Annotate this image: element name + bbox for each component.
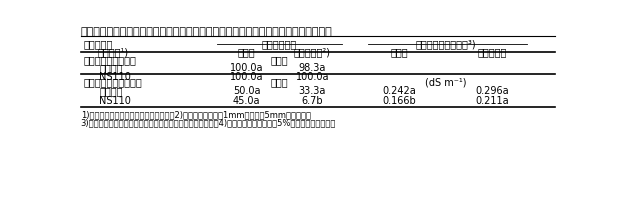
Text: 98.3a: 98.3a (299, 63, 326, 73)
Text: (dS m⁻¹): (dS m⁻¹) (425, 77, 466, 87)
Text: 100.0a: 100.0a (229, 72, 264, 82)
Text: セシリア: セシリア (99, 63, 123, 73)
Text: 0.166b: 0.166b (383, 96, 416, 106)
Text: 0.211a: 0.211a (476, 96, 509, 106)
Text: 100.0a: 100.0a (229, 63, 264, 73)
Text: 無冠水区（対照区）: 無冠水区（対照区） (84, 55, 136, 65)
Text: （％）: （％） (270, 55, 288, 65)
Text: 種皮切開区: 種皮切開区 (477, 47, 507, 57)
Text: 50.0a: 50.0a (232, 86, 260, 96)
Text: セシリア: セシリア (99, 86, 123, 96)
Text: 1)供試品種は共に冠水抵抗性強の品種．2)種皮の切開は胚の1mm程度隣を5mm程度切開．: 1)供試品種は共に冠水抵抗性強の品種．2)種皮の切開は胚の1mm程度隣を5mm程… (81, 110, 311, 119)
Text: 冠水区（８日間冠水）: 冠水区（８日間冠水） (84, 77, 143, 87)
Text: 45.0a: 45.0a (232, 96, 260, 106)
Text: 33.3a: 33.3a (299, 86, 326, 96)
Text: 0.242a: 0.242a (383, 86, 416, 96)
Text: 発芽率（％）: 発芽率（％） (262, 39, 297, 49)
Text: NS110: NS110 (99, 72, 131, 82)
Text: 0.296a: 0.296a (476, 86, 509, 96)
Text: 供試品種¹): 供試品種¹) (98, 47, 129, 57)
Text: 6.7b: 6.7b (301, 96, 323, 106)
Text: 表１．種皮の切開が冠水条件下での発芽率及び浸漬液中の電気伝導率に及ぼす影響．: 表１．種皮の切開が冠水条件下での発芽率及び浸漬液中の電気伝導率に及ぼす影響． (81, 27, 332, 37)
Text: NS110: NS110 (99, 96, 131, 106)
Text: 冠水処理／: 冠水処理／ (84, 39, 113, 49)
Text: 対照区: 対照区 (391, 47, 408, 57)
Text: （％）: （％） (270, 77, 288, 87)
Text: 対照区: 対照区 (237, 47, 255, 57)
Text: 3)冠水区の電気伝導率は浸漬８日目の浸漬液の電気伝導率．4)同一行の異符号間には5%水準で有意差あり．: 3)冠水区の電気伝導率は浸漬８日目の浸漬液の電気伝導率．4)同一行の異符号間には… (81, 118, 336, 127)
Text: 100.0a: 100.0a (296, 72, 329, 82)
Text: 種皮切開区²): 種皮切開区²) (294, 47, 331, 57)
Text: 浸漬液の電気伝導率³): 浸漬液の電気伝導率³) (415, 39, 476, 49)
